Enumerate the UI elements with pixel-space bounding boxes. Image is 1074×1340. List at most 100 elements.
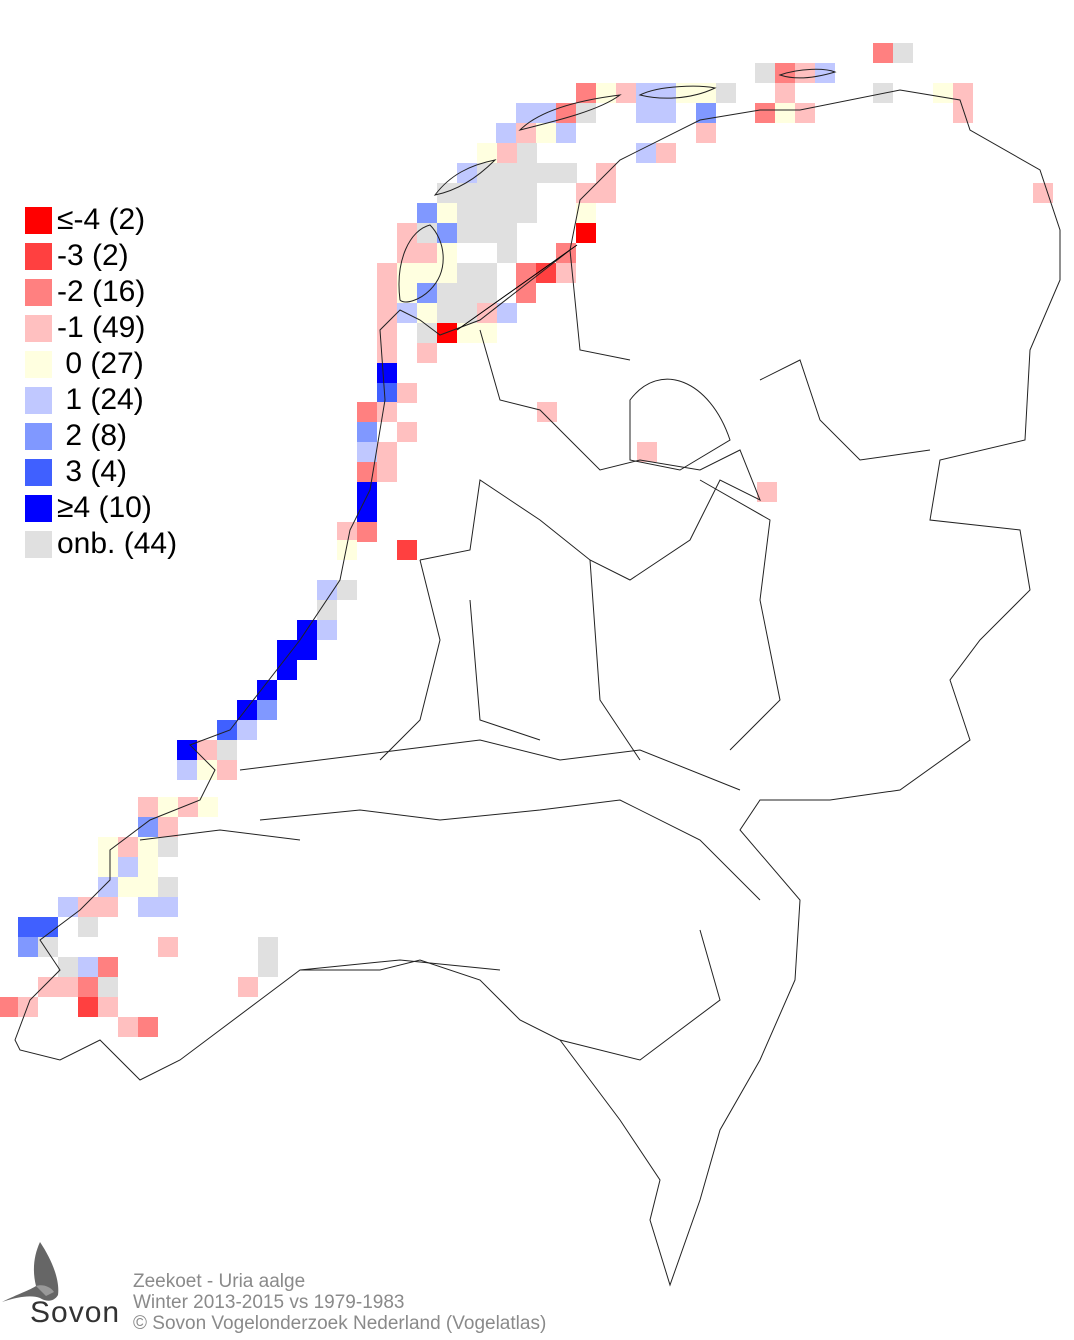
grid-cell — [98, 837, 118, 857]
grid-cell — [873, 43, 893, 63]
grid-cell — [158, 897, 178, 917]
grid-cell — [477, 263, 497, 283]
legend-swatch — [25, 314, 52, 342]
flevoland — [629, 378, 731, 471]
grid-cell — [775, 83, 795, 103]
legend-item: -1 (49) — [25, 310, 177, 346]
grid-cell — [517, 143, 537, 163]
grid-cell — [656, 103, 676, 123]
grid-cell — [118, 877, 138, 897]
grid-cell — [755, 63, 775, 83]
grid-cell — [496, 123, 516, 143]
grid-cell — [933, 83, 953, 103]
grid-cell — [716, 83, 736, 103]
grid-cell — [576, 103, 596, 123]
grid-cell — [397, 540, 417, 560]
grid-cell — [78, 917, 98, 937]
grid-cell — [616, 83, 636, 103]
grid-cell — [953, 83, 973, 103]
grid-cell — [177, 760, 197, 780]
grid-cell — [357, 482, 377, 502]
grid-cell — [596, 163, 616, 183]
grid-cell — [537, 163, 557, 183]
grid-cell — [377, 263, 397, 283]
grid-cell — [556, 263, 576, 283]
grid-cell — [18, 937, 38, 957]
grid-cell — [636, 103, 656, 123]
legend-swatch — [25, 458, 52, 486]
legend-item: ≤-4 (2) — [25, 202, 177, 238]
legend-item: onb. (44) — [25, 526, 177, 562]
grid-cell — [217, 720, 237, 740]
grid-cell — [397, 223, 417, 243]
grid-cell — [297, 640, 317, 660]
grid-cell — [158, 937, 178, 957]
grid-cell — [457, 283, 477, 303]
legend-swatch — [25, 422, 52, 450]
copyright: © Sovon Vogelonderzoek Nederland (Vogela… — [133, 1313, 547, 1334]
grid-cell — [516, 103, 536, 123]
texel-island — [398, 224, 444, 303]
grid-cell — [497, 223, 517, 243]
grid-cell — [0, 997, 18, 1017]
grid-cell — [197, 760, 217, 780]
grid-cell — [258, 957, 278, 977]
grid-cell — [377, 402, 397, 422]
grid-cell — [138, 877, 158, 897]
grid-cell — [138, 797, 158, 817]
grid-cell — [217, 760, 237, 780]
grid-cell — [516, 123, 536, 143]
legend-label: ≥4 (10) — [57, 491, 152, 524]
grid-cell — [217, 740, 237, 760]
legend-label: -2 (16) — [57, 275, 146, 308]
grid-cell — [38, 937, 58, 957]
grid-cell — [457, 183, 477, 203]
province-borders — [299, 249, 931, 1061]
grid-cell — [158, 817, 178, 837]
grid-cell — [138, 817, 158, 837]
legend-label: 2 (8) — [57, 419, 128, 452]
grid-cell — [197, 740, 217, 760]
grid-cell — [576, 183, 596, 203]
grid-cell — [497, 203, 517, 223]
legend-swatch — [25, 386, 52, 414]
grid-cell — [138, 897, 158, 917]
grid-cell — [596, 183, 616, 203]
sovon-logo — [2, 1242, 59, 1302]
grid-cell — [317, 600, 337, 620]
grid-cell — [517, 203, 537, 223]
grid-cell — [477, 143, 497, 163]
grid-cell — [357, 422, 377, 442]
grid-cell — [78, 957, 98, 977]
grid-cell — [437, 283, 457, 303]
grid-cell — [238, 977, 258, 997]
legend-swatch — [25, 530, 52, 558]
grid-cell — [457, 263, 477, 283]
grid-cell — [417, 303, 437, 323]
grid-cell — [497, 243, 517, 263]
grid-cell — [417, 203, 437, 223]
grid-cell — [138, 857, 158, 877]
grid-cell — [893, 43, 913, 63]
grid-cell — [477, 203, 497, 223]
country-border — [14, 89, 1061, 1287]
grid-cell — [357, 442, 377, 462]
grid-cell — [457, 323, 477, 343]
grid-cell — [497, 143, 517, 163]
grid-cell — [58, 957, 78, 977]
grid-cell — [576, 83, 596, 103]
grid-cell — [158, 837, 178, 857]
grid-cell — [38, 977, 58, 997]
grid-cell — [397, 263, 417, 283]
legend-item: 3 (4) — [25, 454, 177, 490]
grid-cell — [536, 123, 556, 143]
legend-item: 2 (8) — [25, 418, 177, 454]
legend-swatch — [25, 494, 52, 522]
grid-cell — [18, 997, 38, 1017]
grid-cell — [417, 323, 437, 343]
map-caption: Zeekoet - Uria aalge Winter 2013-2015 vs… — [133, 1271, 546, 1334]
grid-cell — [437, 243, 457, 263]
grid-cell — [437, 183, 457, 203]
legend-swatch — [25, 278, 52, 306]
